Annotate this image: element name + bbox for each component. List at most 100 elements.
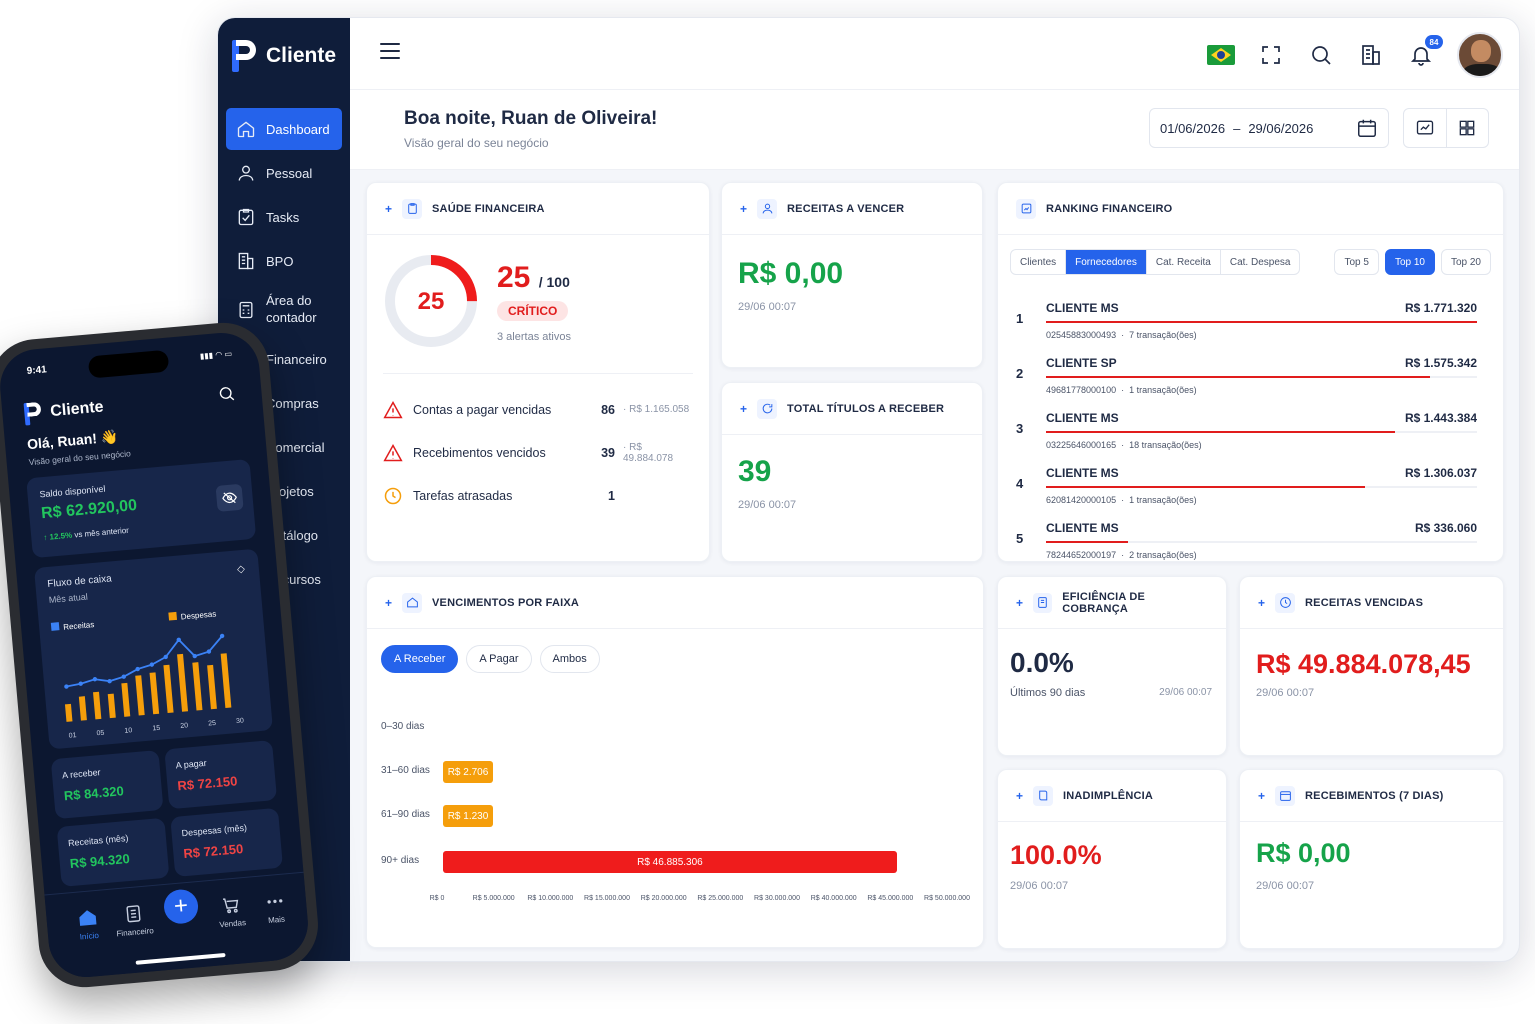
expand-icon[interactable]: +	[1258, 595, 1266, 610]
saldo-label: Saldo disponível	[39, 483, 106, 500]
nav-financeiro[interactable]: Financeiro	[108, 902, 161, 939]
card-header: RANKING FINANCEIRO	[998, 183, 1503, 235]
card-titulos-a-receber: + TOTAL TÍTULOS A RECEBER 39 29/06 00:07	[721, 382, 983, 562]
expand-icon[interactable]: +	[1258, 788, 1266, 803]
nav-vendas[interactable]: Vendas	[205, 893, 258, 930]
phone-kpi-card[interactable]: Receitas (mês) R$ 94.320	[56, 817, 170, 887]
vencimentos-chart: 0–30 dias 31–60 dias R$ 2.706 61–90 dias R$ …	[381, 707, 970, 907]
ranking-name: CLIENTE MS	[1046, 521, 1119, 535]
sidebar-item-tasks[interactable]: Tasks	[226, 196, 342, 238]
app-logo[interactable]: Cliente	[232, 40, 336, 72]
ranking-row[interactable]: 2 CLIENTE SP R$ 1.575.342 49681778000100 · …	[1016, 356, 1477, 410]
chart-bar[interactable]: R$ 2.706	[443, 761, 493, 783]
phone-kpi-card[interactable]: Despesas (mês) R$ 72.150	[170, 807, 284, 877]
date-range-picker[interactable]: 01/06/2026 – 29/06/2026	[1149, 108, 1389, 148]
expand-icon[interactable]: +	[1016, 788, 1024, 803]
user-icon	[757, 198, 778, 219]
phone-kpi-card[interactable]: A pagar R$ 72.150	[164, 740, 278, 810]
fluxo-receita-point	[135, 666, 140, 672]
view-chart-button[interactable]	[1404, 109, 1447, 147]
nav-inicio[interactable]: Início	[62, 906, 115, 943]
fullscreen-button[interactable]	[1257, 41, 1285, 69]
expand-icon[interactable]: +	[1016, 595, 1024, 610]
tab-cat-receita[interactable]: Cat. Receita	[1147, 250, 1221, 274]
sidebar-item-bpo[interactable]: BPO	[226, 240, 342, 282]
ranking-row[interactable]: 4 CLIENTE MS R$ 1.306.037 62081420000105 · …	[1016, 466, 1477, 520]
filter-a-pagar[interactable]: A Pagar	[466, 645, 532, 673]
alert-row[interactable]: Contas a pagar vencidas 86 · R$ 1.165.05…	[383, 388, 693, 431]
menu-toggle-button[interactable]	[380, 43, 400, 63]
kpi-value: 39	[738, 455, 772, 488]
building-icon	[236, 251, 256, 271]
brazil-flag-icon[interactable]	[1207, 45, 1235, 65]
chart-tick-label: R$ 40.000.000	[810, 895, 857, 902]
diamond-icon[interactable]: ◇	[236, 563, 246, 576]
search-icon	[1312, 46, 1331, 65]
fluxo-receita-point	[176, 637, 181, 642]
ranking-meta: 62081420000105 · 1 transação(ões)	[1046, 495, 1197, 505]
fluxo-receita-point	[206, 649, 212, 654]
score-value: 25 / 100	[497, 261, 570, 294]
phone-saldo-card[interactable]: Saldo disponível R$ 62.920,00 ↑ 12.5% vs…	[26, 458, 257, 559]
fullscreen-icon	[1262, 46, 1280, 64]
view-grid-button[interactable]	[1447, 109, 1489, 147]
fluxo-despesa-bar	[149, 672, 160, 715]
sidebar-item-pessoal[interactable]: Pessoal	[226, 152, 342, 194]
ranking-row[interactable]: 5 CLIENTE MS R$ 336.060 78244652000197 · 2 …	[1016, 521, 1477, 575]
card-title: RECEITAS VENCIDAS	[1305, 596, 1424, 609]
nav-mais[interactable]: Mais	[249, 889, 302, 926]
ranking-tabs: Clientes Fornecedores Cat. Receita Cat. …	[1010, 249, 1301, 275]
ranking-row[interactable]: 1 CLIENTE MS R$ 1.771.320 02545883000493 · …	[1016, 301, 1477, 355]
chart-tick-label: R$ 5.000.000	[472, 895, 515, 902]
expand-icon[interactable]: +	[740, 401, 748, 416]
clock-icon	[384, 487, 402, 504]
phone-kpi-label: Despesas (mês)	[181, 822, 248, 839]
home-indicator	[135, 952, 226, 965]
phone-kpi-label: A pagar	[175, 757, 208, 771]
view-toggle	[1403, 108, 1489, 148]
company-button[interactable]	[1357, 41, 1385, 69]
expand-icon[interactable]: +	[385, 201, 393, 216]
ranking-row[interactable]: 3 CLIENTE MS R$ 1.443.384 03225646000165 · …	[1016, 411, 1477, 465]
search-button[interactable]	[1307, 41, 1335, 69]
top-5-button[interactable]: Top 5	[1334, 249, 1379, 275]
sidebar-item-dashboard[interactable]: Dashboard	[226, 108, 342, 150]
card-title: RECEBIMENTOS (7 DIAS)	[1305, 789, 1444, 802]
card-vencimentos-por-faixa: + VENCIMENTOS POR FAIXA A Receber A Paga…	[366, 576, 984, 948]
legend-despesas: Despesas	[168, 608, 217, 622]
alert-row[interactable]: Tarefas atrasadas 1	[383, 474, 693, 517]
tab-clientes[interactable]: Clientes	[1011, 250, 1067, 274]
hide-balance-button[interactable]	[215, 483, 244, 512]
card-title: VENCIMENTOS POR FAIXA	[432, 596, 580, 609]
filter-ambos[interactable]: Ambos	[539, 645, 600, 673]
avatar[interactable]	[1457, 32, 1503, 78]
ranking-meta: 02545883000493 · 7 transação(ões)	[1046, 330, 1197, 340]
expand-icon[interactable]: +	[385, 595, 393, 610]
tab-cat-despesa[interactable]: Cat. Despesa	[1229, 256, 1291, 268]
add-button[interactable]: +	[162, 888, 200, 926]
top-10-button[interactable]: Top 10	[1384, 249, 1435, 275]
fluxo-despesa-bar	[207, 664, 217, 710]
phone-kpi-card[interactable]: A receber R$ 84.320	[50, 749, 164, 820]
fluxo-despesa-bar	[107, 693, 116, 719]
filter-a-receber[interactable]: A Receber	[381, 645, 459, 673]
chart-bar[interactable]: R$ 46.885.306	[443, 851, 897, 873]
fluxo-receita-point	[78, 681, 83, 686]
refresh-icon	[757, 398, 778, 419]
sidebar-item-label: BPO	[266, 253, 294, 269]
expand-icon[interactable]: +	[740, 201, 748, 216]
sidebar-item-area-contador[interactable]: Área do contador	[226, 284, 342, 336]
chart-bar[interactable]: R$ 1.230	[443, 805, 493, 827]
tab-fornecedores[interactable]: Fornecedores	[1066, 250, 1147, 274]
score-gauge: 25	[385, 255, 477, 347]
ranking-bar-track	[1046, 486, 1477, 488]
alert-row[interactable]: Recebimentos vencidos 39 · R$ 49.884.078	[383, 431, 693, 474]
chart-tick-label: R$ 50.000.000	[924, 895, 970, 902]
kpi-timestamp: 29/06 00:07	[1159, 687, 1212, 698]
phone-search-button[interactable]	[217, 384, 237, 404]
top-20-button[interactable]: Top 20	[1440, 249, 1491, 275]
chart-tick-label: R$ 0	[429, 895, 445, 902]
card-header: + TOTAL TÍTULOS A RECEBER	[722, 383, 982, 435]
notifications-button[interactable]: 84	[1407, 35, 1443, 69]
fluxo-receita-point	[64, 684, 69, 689]
